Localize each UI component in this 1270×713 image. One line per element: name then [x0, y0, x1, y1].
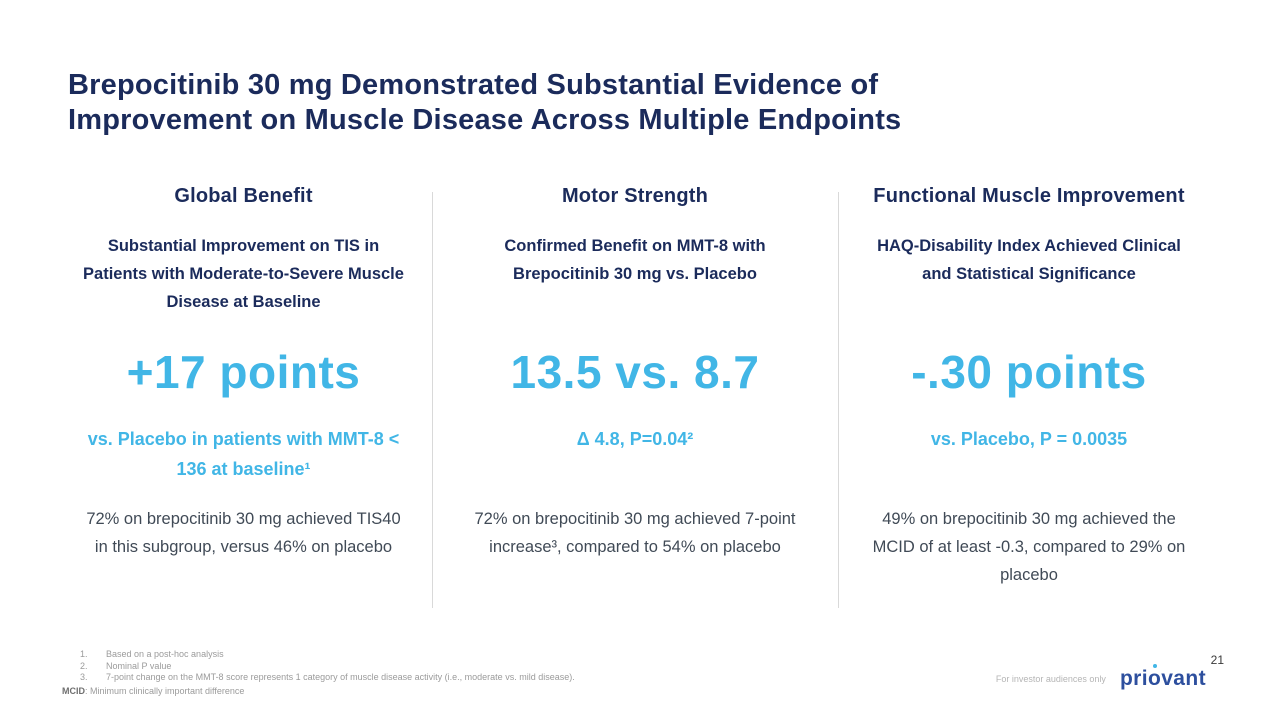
- mcid-definition: MCID: Minimum clinically important diffe…: [62, 686, 575, 698]
- column-subheader: Substantial Improvement on TIS in Patien…: [83, 237, 404, 311]
- column-global-benefit: Global Benefit Substantial Improvement o…: [55, 185, 432, 610]
- slide-title: Brepocitinib 30 mg Demonstrated Substant…: [68, 68, 901, 138]
- footnote-3: 3. 7-point change on the MMT-8 score rep…: [62, 672, 575, 684]
- footer-right: For investor audiences only pri o vant: [995, 664, 1206, 690]
- column-divider: [432, 192, 433, 608]
- footnote-number: 1.: [80, 649, 88, 659]
- footnotes: 1. Based on a post-hoc analysis 2. Nomin…: [62, 649, 575, 697]
- mcid-label: MCID: [62, 685, 85, 696]
- column-stat-value: -.30 points: [911, 346, 1147, 398]
- column-header: Motor Strength: [561, 185, 709, 207]
- footnote-1: 1. Based on a post-hoc analysis: [62, 649, 575, 661]
- column-subheader: HAQ-Disability Index Achieved Clinical a…: [877, 237, 1181, 283]
- column-detail-text: 72% on brepocitinib 30 mg achieved 7-poi…: [474, 510, 796, 556]
- logo-letter-o: o: [1147, 664, 1162, 690]
- footnote-text: Nominal P value: [106, 660, 172, 671]
- footnote-2: 2. Nominal P value: [62, 661, 575, 673]
- logo-o-char: o: [1147, 667, 1162, 690]
- column-comparison: vs. Placebo, P = 0.0035: [930, 429, 1128, 449]
- column-motor-strength: Motor Strength Confirmed Benefit on MMT-…: [432, 185, 838, 610]
- footnote-number: 3.: [80, 672, 88, 682]
- column-comparison: vs. Placebo in patients with MMT-8 < 136…: [87, 429, 400, 479]
- logo-dot-icon: [1152, 664, 1157, 668]
- mcid-text: : Minimum clinically important differenc…: [85, 685, 245, 696]
- column-header: Global Benefit: [174, 185, 313, 207]
- footnote-text: 7-point change on the MMT-8 score repres…: [106, 672, 575, 682]
- column-divider: [838, 192, 839, 608]
- endpoint-columns: Global Benefit Substantial Improvement o…: [55, 185, 1220, 610]
- column-stat-value: +17 points: [126, 346, 361, 398]
- column-header: Functional Muscle Improvement: [873, 185, 1185, 207]
- audience-note: For investor audiences only: [995, 673, 1106, 684]
- column-comparison: Δ 4.8, P=0.04²: [576, 429, 694, 449]
- column-detail-text: 72% on brepocitinib 30 mg achieved TIS40…: [86, 510, 401, 556]
- logo-text-post: vant: [1161, 667, 1206, 690]
- page-number: 21: [1210, 653, 1224, 667]
- column-stat-value: 13.5 vs. 8.7: [510, 346, 760, 398]
- column-subheader: Confirmed Benefit on MMT-8 with Brepocit…: [504, 237, 766, 283]
- footnote-text: Based on a post-hoc analysis: [106, 649, 224, 659]
- priovant-logo: pri o vant: [1119, 664, 1206, 690]
- slide-title-line-1: Brepocitinib 30 mg Demonstrated Substant…: [68, 69, 879, 101]
- footnote-number: 2.: [80, 660, 88, 671]
- column-detail-text: 49% on brepocitinib 30 mg achieved the M…: [872, 510, 1186, 584]
- slide-title-line-2: Improvement on Muscle Disease Across Mul…: [68, 104, 902, 136]
- column-functional-muscle-improvement: Functional Muscle Improvement HAQ-Disabi…: [838, 185, 1220, 610]
- logo-text-pre: pri: [1119, 667, 1148, 690]
